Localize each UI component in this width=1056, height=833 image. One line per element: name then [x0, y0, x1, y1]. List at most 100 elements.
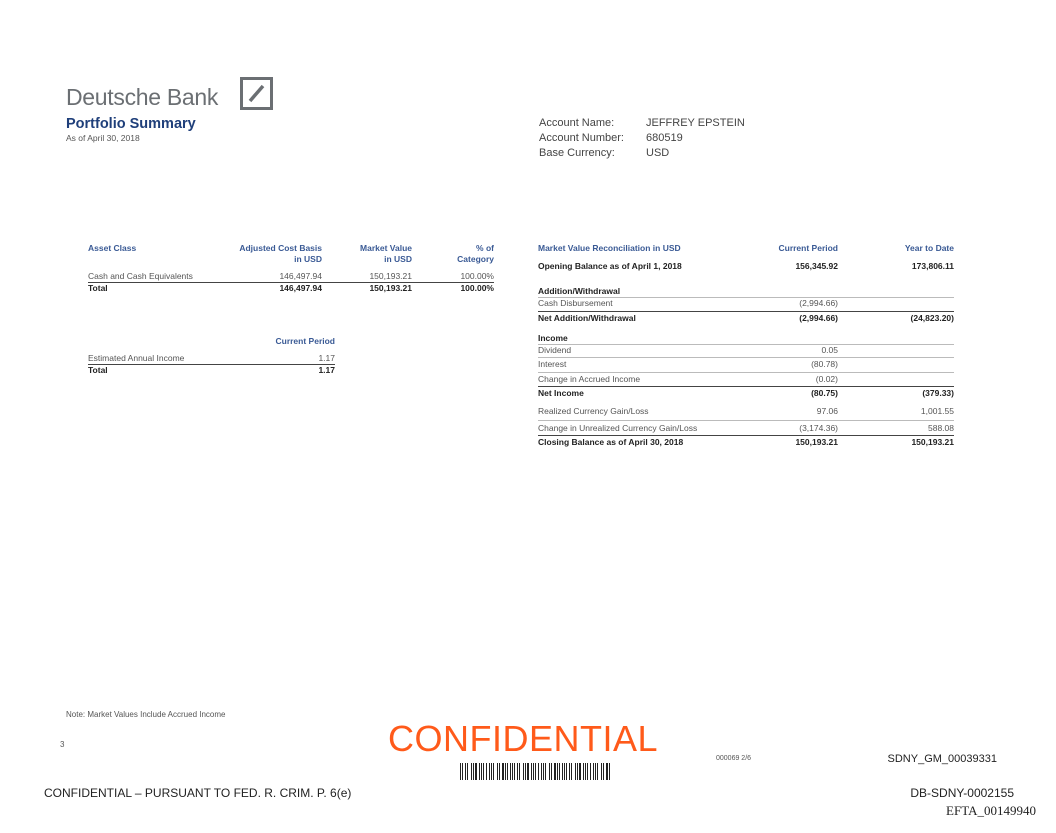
- accrued-label: Change in Accrued Income: [538, 374, 641, 384]
- barcode-bar: [512, 763, 513, 780]
- brand-name: Deutsche Bank: [66, 84, 219, 110]
- barcode-bar: [467, 763, 468, 780]
- accrued-current: (0.02): [815, 374, 838, 384]
- account-name-label: Account Name:: [539, 117, 615, 129]
- asset-total-mv: 150,193.21: [369, 283, 412, 293]
- barcode-bar: [489, 763, 490, 780]
- barcode-bar: [538, 763, 539, 780]
- deutsche-bank-logo-icon: [240, 77, 273, 110]
- barcode-bar: [481, 763, 482, 780]
- barcode-bar: [483, 763, 484, 780]
- barcode-bar: [571, 763, 572, 780]
- net-addition-label: Net Addition/Withdrawal: [538, 313, 636, 323]
- net-income-ytd: (379.33): [922, 388, 954, 398]
- interest-label: Interest: [538, 359, 567, 369]
- asset-row-label: Cash and Cash Equivalents: [88, 271, 193, 281]
- net-income-current: (80.75): [811, 388, 838, 398]
- divider: [88, 282, 494, 283]
- opening-label: Opening Balance as of April 1, 2018: [538, 261, 682, 271]
- income-row-value: 1.17: [318, 353, 335, 363]
- divider: [88, 364, 335, 365]
- addition-section: Addition/Withdrawal: [538, 286, 621, 296]
- barcode-bar: [514, 763, 515, 780]
- asset-row-pct: 100.00%: [460, 271, 494, 281]
- header-ytd: Year to Date: [904, 243, 954, 253]
- barcode-bar: [562, 763, 563, 780]
- header-cost-basis-2: in USD: [294, 254, 322, 264]
- barcode-bar: [590, 763, 591, 780]
- barcode-bar: [569, 763, 570, 780]
- barcode-bar: [583, 763, 584, 780]
- header-market-value-2: in USD: [384, 254, 412, 264]
- footnote: Note: Market Values Include Accrued Inco…: [66, 710, 226, 719]
- asset-row-mv: 150,193.21: [369, 271, 412, 281]
- divider: [538, 357, 954, 358]
- barcode-bar: [527, 763, 529, 780]
- cash-disbursement-label: Cash Disbursement: [538, 298, 613, 308]
- divider: [538, 420, 954, 421]
- realized-ytd: 1,001.55: [920, 406, 954, 416]
- barcode-bar: [525, 763, 526, 780]
- barcode-bar: [465, 763, 466, 780]
- net-income-label: Net Income: [538, 388, 584, 398]
- base-currency-value: USD: [646, 147, 670, 159]
- barcode-bar: [541, 763, 542, 780]
- barcode-bar: [533, 763, 534, 780]
- cash-disbursement-current: (2,994.66): [799, 298, 838, 308]
- barcode-bar: [557, 763, 558, 780]
- realized-current: 97.06: [816, 406, 838, 416]
- barcode-bar: [497, 763, 498, 780]
- closing-ytd: 150,193.21: [911, 437, 954, 447]
- barcode-bar: [535, 763, 536, 780]
- opening-current: 156,345.92: [795, 261, 838, 271]
- bates-db-sdny: DB-SDNY-0002155: [910, 786, 1014, 800]
- net-addition-ytd: (24,823.20): [910, 313, 954, 323]
- header-asset-class: Asset Class: [88, 243, 137, 253]
- net-addition-current: (2,994.66): [799, 313, 838, 323]
- confidential-legend: CONFIDENTIAL – PURSUANT TO FED. R. CRIM.…: [44, 786, 352, 800]
- income-section: Income: [538, 333, 568, 343]
- as-of-date: As of April 30, 2018: [66, 133, 140, 143]
- confidential-stamp: CONFIDENTIAL: [388, 718, 659, 759]
- barcode-bar: [475, 763, 477, 780]
- closing-current: 150,193.21: [795, 437, 838, 447]
- header-current: Current Period: [778, 243, 838, 253]
- divider: [538, 372, 954, 373]
- dividend-current: 0.05: [821, 345, 838, 355]
- header-pct-2: Category: [457, 254, 494, 264]
- barcode-bar: [554, 763, 556, 780]
- barcode-bar: [595, 763, 596, 780]
- divider: [538, 435, 954, 436]
- bates-sdny-gm: SDNY_GM_00039331: [887, 753, 997, 765]
- asset-total-pct: 100.00%: [460, 283, 494, 293]
- barcode-bar: [531, 763, 532, 780]
- interest-current: (80.78): [811, 359, 838, 369]
- header-current-period: Current Period: [275, 336, 335, 346]
- unrealized-label: Change in Unrealized Currency Gain/Loss: [538, 423, 698, 433]
- income-row-label: Estimated Annual Income: [88, 353, 185, 363]
- asset-total-label: Total: [88, 283, 108, 293]
- unrealized-current: (3,174.36): [799, 423, 838, 433]
- closing-label: Closing Balance as of April 30, 2018: [538, 437, 684, 447]
- barcode-bar: [587, 763, 588, 780]
- barcode-bar: [549, 763, 550, 780]
- barcode-bar: [543, 763, 544, 780]
- bates-efta: EFTA_00149940: [946, 803, 1036, 818]
- barcode-bar: [577, 763, 578, 780]
- account-name-value: JEFFREY EPSTEIN: [646, 117, 745, 129]
- barcode-bar: [603, 763, 604, 780]
- income-total-value: 1.17: [318, 365, 335, 375]
- base-currency-label: Base Currency:: [539, 147, 615, 159]
- asset-total-cost: 146,497.94: [279, 283, 322, 293]
- header-pct-1: % of: [476, 243, 494, 253]
- barcode-bar: [585, 763, 586, 780]
- divider: [538, 344, 954, 345]
- doc-code: 000069 2/6: [716, 755, 752, 762]
- barcode-bar: [606, 763, 608, 780]
- barcode-bar: [486, 763, 487, 780]
- divider: [538, 297, 954, 298]
- barcode-bar: [499, 763, 500, 780]
- barcode-bar: [593, 763, 594, 780]
- barcode-bar: [609, 763, 610, 780]
- barcode-bar: [507, 763, 508, 780]
